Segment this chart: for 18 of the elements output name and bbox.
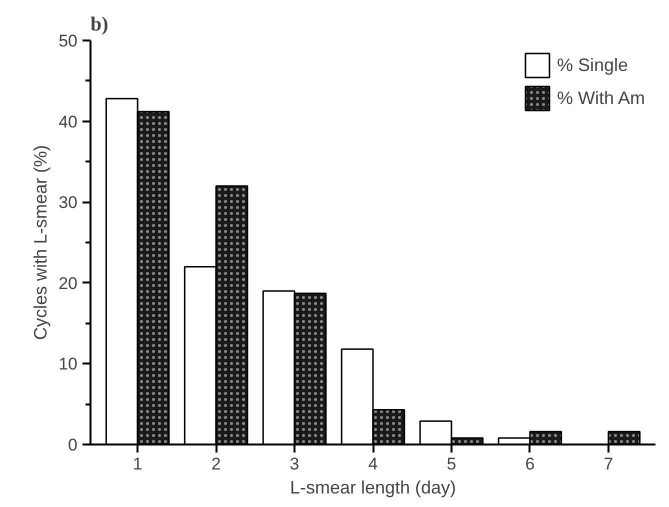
y-tick-label: 20: [58, 274, 78, 293]
legend-label: % With Am: [556, 88, 645, 108]
x-tick-label: 4: [368, 454, 378, 474]
x-tick-label: 5: [446, 454, 456, 474]
x-tick-label: 1: [132, 454, 142, 474]
y-tick-label: 40: [58, 112, 78, 132]
y-tick-label: 50: [58, 32, 78, 50]
y-tick-label: 30: [58, 193, 78, 212]
x-tick-label: 6: [525, 454, 535, 474]
y-axis-title: Cycles with L-smear (%): [30, 144, 51, 340]
legend-label: % Single: [556, 54, 628, 76]
y-tick-label: 0: [68, 436, 78, 454]
x-tick-label: 7: [604, 454, 614, 474]
chart-title: b): [90, 14, 108, 36]
x-tick-label: 3: [290, 454, 300, 474]
x-tick-label: 2: [211, 454, 221, 474]
y-tick-label: 10: [58, 354, 78, 374]
x-axis-title: L-smear length (day): [290, 478, 456, 498]
